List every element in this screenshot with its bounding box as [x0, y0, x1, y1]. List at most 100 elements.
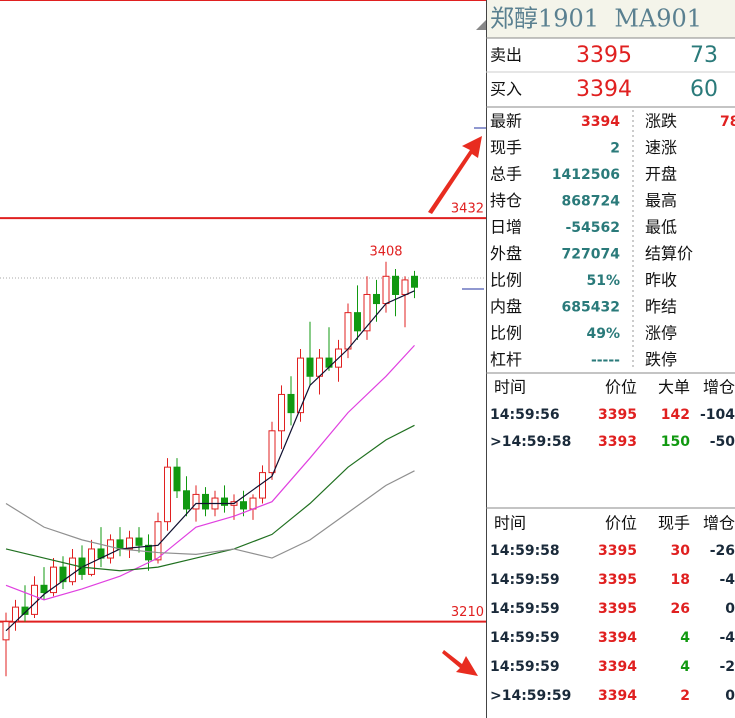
quote-label: 卖出 [490, 46, 522, 65]
table-cell: 14:59:59 [490, 572, 560, 588]
candle-body [173, 466, 181, 492]
stat-value: ----- [591, 353, 620, 369]
table-header: 价位 [605, 514, 637, 533]
stat-label: 最低 [645, 218, 677, 237]
stat-label: 最新 [490, 112, 522, 131]
arrow [428, 136, 482, 214]
table-cell: 26 [671, 601, 690, 617]
stat-label: 杠杆 [490, 350, 522, 369]
candle-body [249, 497, 257, 510]
table-cell: 2 [680, 688, 690, 704]
table-cell: -50 [710, 434, 735, 450]
table-header: 现手 [658, 514, 690, 533]
table-cell: >14:59:58 [490, 434, 571, 450]
title-bg [486, 0, 735, 38]
table-cell: 18 [671, 572, 690, 588]
stat-label: 昨收 [645, 271, 677, 290]
candle-body [202, 493, 209, 510]
stat-label: 总手 [490, 165, 522, 184]
candle-body [363, 293, 371, 332]
candle-body [135, 537, 143, 546]
candle-body [21, 606, 29, 615]
candle-body [382, 275, 390, 305]
quote-panel: 郑醇1901 MA901 卖出 3395 73 买入 3394 60 最新 3394 涨跌 78 现… [486, 0, 735, 718]
table-cell: 14:59:58 [490, 543, 560, 559]
candle-body [401, 279, 409, 295]
table-cell: 0 [725, 601, 735, 617]
stat-value: 868724 [562, 194, 621, 210]
table-cell: 3395 [598, 601, 637, 617]
table-header: 价位 [605, 378, 637, 397]
candle-body [287, 393, 295, 414]
candle-body [240, 501, 247, 510]
stat-value: 78 [720, 114, 735, 130]
table-cell: -4 [719, 630, 735, 646]
table-cell: 3394 [598, 659, 637, 675]
candle-body [392, 275, 399, 295]
candle-body [145, 544, 152, 561]
stat-label: 跌停 [645, 350, 677, 369]
candle-body [154, 521, 162, 561]
stat-label: 昨结 [645, 297, 677, 316]
stat-label: 开盘 [645, 165, 677, 184]
table-cell: 150 [661, 434, 690, 450]
candle-body [69, 557, 76, 583]
candle-body [40, 584, 48, 594]
table-cell: 14:59:59 [490, 601, 560, 617]
table-cell: -4 [719, 572, 735, 588]
table-header: 大单 [658, 378, 690, 397]
candle-body [31, 584, 38, 615]
table-cell: >14:59:59 [490, 688, 571, 704]
candle-body [221, 497, 228, 506]
quote-price: 3394 [576, 77, 632, 102]
price-level-label: 3432 [451, 202, 484, 217]
candle-body [126, 537, 133, 550]
candle-body [297, 357, 304, 414]
stat-label: 涨跌 [645, 112, 677, 131]
stat-value: -54562 [565, 220, 620, 236]
table-header: 增仓 [703, 514, 735, 533]
stat-value: 685432 [562, 300, 620, 316]
stat-label: 日增 [490, 218, 522, 237]
stat-label: 最高 [645, 191, 677, 210]
stat-value: 727074 [562, 247, 621, 263]
table-cell: 142 [661, 407, 690, 423]
candle-body [268, 430, 276, 474]
candle-body [164, 466, 171, 523]
corner-marker [476, 20, 486, 30]
candle-body [278, 393, 285, 432]
quote-volume: 73 [690, 43, 718, 68]
quote-price: 3395 [576, 43, 632, 68]
candle-body [354, 312, 361, 332]
table-header: 时间 [494, 378, 526, 397]
moving-average [5, 470, 415, 559]
quote-volume: 60 [690, 77, 718, 102]
stat-label: 结算价 [645, 244, 693, 263]
panel-title: 郑醇1901 MA901 [490, 5, 702, 33]
stat-value: 51% [586, 273, 620, 289]
table-cell: 3395 [598, 572, 637, 588]
candle-body [192, 493, 200, 510]
candle-body [59, 566, 67, 583]
stat-value: 3394 [581, 114, 620, 130]
stat-label: 现手 [490, 138, 522, 157]
table-cell: 14:59:56 [490, 407, 560, 423]
candle-body [306, 357, 314, 377]
stat-label: 涨停 [645, 324, 677, 343]
table-cell: -26 [710, 543, 735, 559]
price-level-label: 3210 [451, 605, 484, 620]
moving-average [5, 344, 415, 601]
candle-body [116, 539, 124, 550]
high-label: 3408 [369, 244, 402, 259]
stat-label: 比例 [490, 271, 522, 290]
arrow [442, 650, 478, 676]
stat-value: 49% [586, 326, 620, 342]
table-header: 时间 [494, 514, 526, 533]
table-cell: -104 [700, 407, 735, 423]
candle-body [183, 490, 190, 510]
stat-label: 外盘 [490, 244, 522, 263]
candle-body [411, 275, 418, 288]
stat-value: 2 [610, 141, 620, 157]
candle-body [373, 293, 380, 305]
